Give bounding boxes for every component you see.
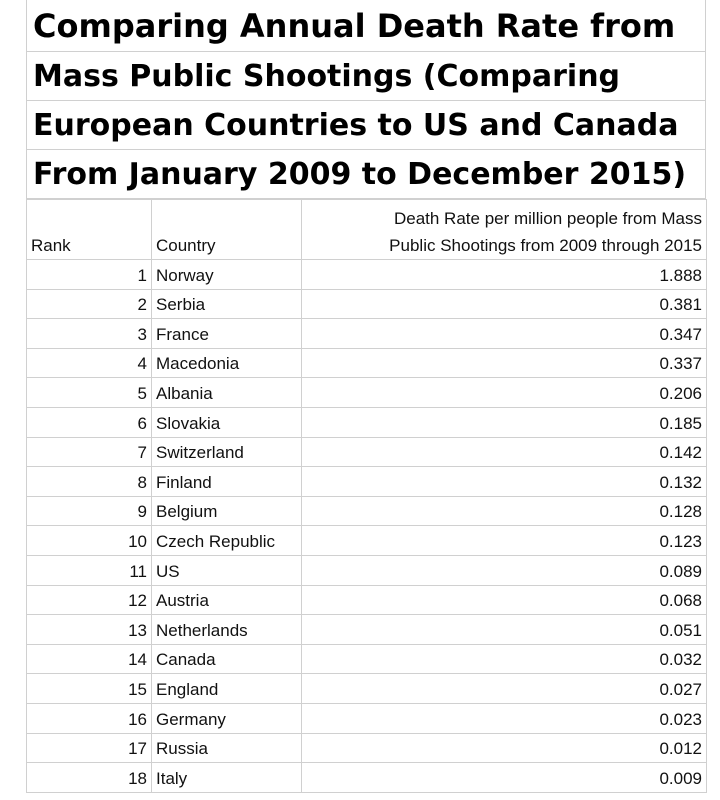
- table-row: 10 Czech Republic 0.123: [26, 525, 707, 556]
- table-body: Rank Country Death Rate per million peop…: [26, 199, 707, 793]
- table-row: 7 Switzerland 0.142: [26, 436, 707, 468]
- rank-cell: 17: [26, 732, 152, 764]
- table-row: 11 US 0.089: [26, 554, 707, 586]
- country-cell: Slovakia: [151, 406, 302, 438]
- table-row: 1 Norway 1.888: [26, 259, 707, 290]
- header-death-rate-line2: Public Shootings from 2009 through 2015: [389, 236, 702, 255]
- rate-cell: 0.023: [301, 702, 707, 734]
- country-cell: Finland: [151, 466, 302, 497]
- country-cell: Switzerland: [151, 436, 302, 468]
- country-cell: Austria: [151, 584, 302, 616]
- table-row: 8 Finland 0.132: [26, 466, 707, 497]
- country-cell: Netherlands: [151, 614, 302, 645]
- rate-cell: 0.027: [301, 673, 707, 704]
- rank-cell: 10: [26, 525, 152, 556]
- table-row: 17 Russia 0.012: [26, 732, 707, 764]
- country-cell: Norway: [151, 259, 302, 290]
- title-line-1: Comparing Annual Death Rate from: [26, 0, 706, 52]
- data-table: Rank Country Death Rate per million peop…: [26, 199, 707, 793]
- rate-cell: 0.128: [301, 495, 707, 527]
- country-cell: Albania: [151, 377, 302, 408]
- table-row: 2 Serbia 0.381: [26, 288, 707, 320]
- rank-cell: 9: [26, 495, 152, 527]
- rank-cell: 11: [26, 554, 152, 586]
- rank-cell: 5: [26, 377, 152, 408]
- table-row: 4 Macedonia 0.337: [26, 347, 707, 379]
- table-row: 3 France 0.347: [26, 318, 707, 349]
- rank-cell: 1: [26, 259, 152, 290]
- rank-cell: 8: [26, 466, 152, 497]
- title-line-4: From January 2009 to December 2015): [26, 150, 706, 199]
- country-cell: US: [151, 554, 302, 586]
- country-cell: Macedonia: [151, 347, 302, 379]
- rank-cell: 6: [26, 406, 152, 438]
- rank-cell: 2: [26, 288, 152, 320]
- header-row: Rank Country Death Rate per million peop…: [26, 199, 707, 260]
- country-cell: Serbia: [151, 288, 302, 320]
- table-row: 13 Netherlands 0.051: [26, 614, 707, 645]
- country-cell: Russia: [151, 732, 302, 764]
- rate-cell: 0.123: [301, 525, 707, 556]
- rate-cell: 0.051: [301, 614, 707, 645]
- header-death-rate-line1: Death Rate per million people from Mass: [393, 209, 702, 228]
- country-cell: England: [151, 673, 302, 704]
- rank-cell: 16: [26, 702, 152, 734]
- header-rank: Rank: [26, 199, 152, 260]
- country-cell: France: [151, 318, 302, 349]
- rate-cell: 0.381: [301, 288, 707, 320]
- rate-cell: 0.185: [301, 406, 707, 438]
- rank-cell: 18: [26, 762, 152, 793]
- header-country: Country: [151, 199, 302, 260]
- table-row: 6 Slovakia 0.185: [26, 406, 707, 438]
- rate-cell: 0.347: [301, 318, 707, 349]
- rate-cell: 0.337: [301, 347, 707, 379]
- title-line-2: Mass Public Shootings (Comparing: [26, 52, 706, 101]
- table-row: 12 Austria 0.068: [26, 584, 707, 616]
- spreadsheet: Comparing Annual Death Rate from Mass Pu…: [26, 0, 707, 793]
- table-row: 18 Italy 0.009: [26, 762, 707, 793]
- country-cell: Germany: [151, 702, 302, 734]
- rate-cell: 0.032: [301, 643, 707, 675]
- rate-cell: 0.009: [301, 762, 707, 793]
- country-cell: Belgium: [151, 495, 302, 527]
- rank-cell: 12: [26, 584, 152, 616]
- rank-cell: 3: [26, 318, 152, 349]
- rank-cell: 15: [26, 673, 152, 704]
- table-row: 16 Germany 0.023: [26, 702, 707, 734]
- rate-cell: 1.888: [301, 259, 707, 290]
- rank-cell: 4: [26, 347, 152, 379]
- rate-cell: 0.142: [301, 436, 707, 468]
- rate-cell: 0.012: [301, 732, 707, 764]
- table-row: 15 England 0.027: [26, 673, 707, 704]
- rank-cell: 14: [26, 643, 152, 675]
- table-row: 14 Canada 0.032: [26, 643, 707, 675]
- rate-cell: 0.206: [301, 377, 707, 408]
- country-cell: Italy: [151, 762, 302, 793]
- table-row: 5 Albania 0.206: [26, 377, 707, 408]
- rate-cell: 0.089: [301, 554, 707, 586]
- country-cell: Canada: [151, 643, 302, 675]
- rate-cell: 0.132: [301, 466, 707, 497]
- title-line-3: European Countries to US and Canada: [26, 101, 706, 150]
- header-death-rate: Death Rate per million people from Mass …: [301, 199, 707, 260]
- rank-cell: 13: [26, 614, 152, 645]
- rate-cell: 0.068: [301, 584, 707, 616]
- table-row: 9 Belgium 0.128: [26, 495, 707, 527]
- country-cell: Czech Republic: [151, 525, 302, 556]
- rank-cell: 7: [26, 436, 152, 468]
